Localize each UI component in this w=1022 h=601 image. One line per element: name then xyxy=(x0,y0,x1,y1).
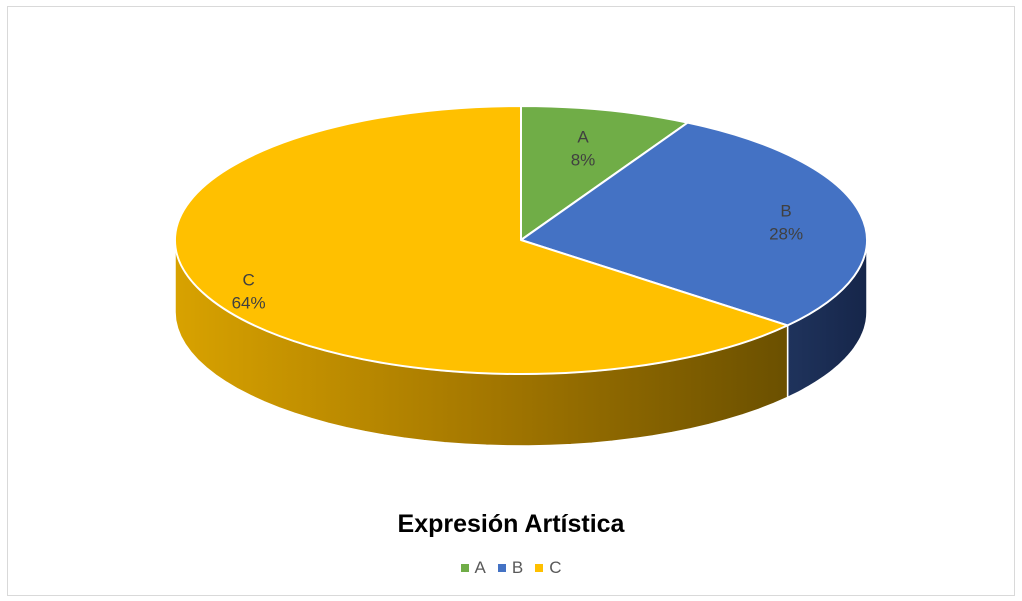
legend-item-b: B xyxy=(497,558,524,578)
data-label-value-a: 8% xyxy=(571,151,596,170)
data-label-name-a: A xyxy=(577,128,589,147)
pie-slice-c xyxy=(173,105,789,375)
legend-label-a: A xyxy=(474,558,486,577)
pie-slice-b xyxy=(520,121,868,327)
legend-label-b: B xyxy=(511,558,524,577)
chart-title: Expresión Artística xyxy=(397,510,625,538)
data-label-value-c: 64% xyxy=(232,294,266,313)
data-label-name-c: C xyxy=(242,271,254,290)
pie-data-labels: A 8% B 28% C 64% xyxy=(232,128,804,313)
legend-item-a: A xyxy=(460,558,486,578)
legend-label-c: C xyxy=(549,558,562,577)
pie-slice-a xyxy=(520,105,689,241)
legend-swatch-a xyxy=(460,564,469,572)
chart-legend: A B C xyxy=(0,558,1022,578)
legend-swatch-c xyxy=(535,564,544,572)
data-label-value-b: 28% xyxy=(769,224,803,243)
legend-item-c: C xyxy=(535,558,561,578)
pie-top-faces xyxy=(173,105,868,375)
data-label-name-b: B xyxy=(780,201,791,220)
legend-swatch-b xyxy=(497,564,506,572)
